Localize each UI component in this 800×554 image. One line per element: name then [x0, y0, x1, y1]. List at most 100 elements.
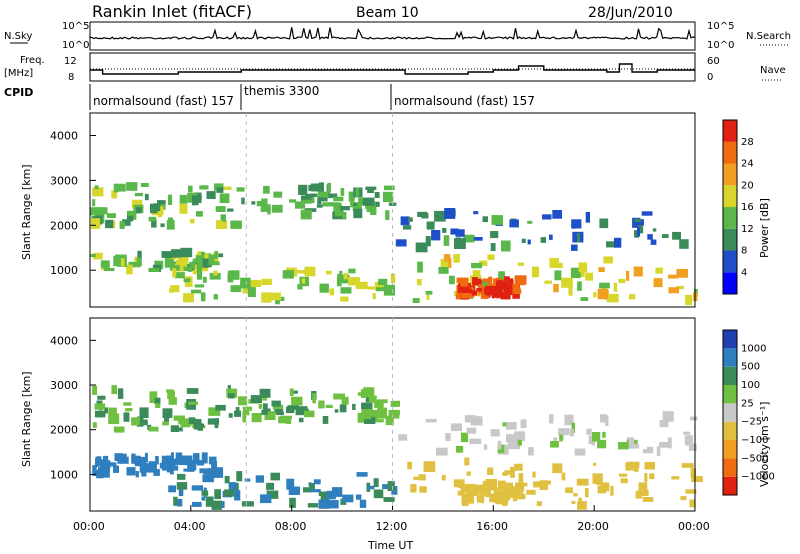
heatmap-cell [261, 292, 272, 303]
heatmap-cell [114, 186, 119, 193]
heatmap-cell [213, 467, 224, 478]
heatmap-cell [177, 473, 186, 480]
heatmap-cell [515, 283, 519, 295]
heatmap-cell [135, 207, 142, 214]
heatmap-cell [471, 262, 483, 269]
heatmap-cell [296, 270, 305, 274]
heatmap-cell [481, 496, 485, 504]
heatmap-cell [527, 220, 533, 224]
heatmap-cell [188, 401, 198, 405]
freq-tick-12: 12 [64, 56, 77, 67]
heatmap-cell [372, 293, 376, 300]
velocity-colorbar-tick: 500 [741, 362, 760, 373]
heatmap-cell [202, 258, 209, 268]
heatmap-cell [228, 393, 235, 399]
heatmap-cell [436, 447, 448, 456]
heatmap-cell [92, 199, 96, 207]
heatmap-cell [191, 485, 204, 491]
heatmap-cell [357, 412, 365, 423]
heatmap-cell [228, 482, 237, 491]
heatmap-cell [617, 442, 629, 450]
velocity-ytick-label: 4000 [50, 334, 78, 347]
heatmap-cell [468, 290, 477, 296]
power-ytick-label: 4000 [50, 130, 78, 143]
heatmap-cell [261, 409, 268, 415]
heatmap-cell [327, 182, 331, 193]
heatmap-cell [528, 447, 534, 456]
x-tick-label: 16:00 [476, 520, 508, 533]
heatmap-cell [141, 419, 148, 426]
heatmap-cell [691, 476, 703, 483]
heatmap-cell [144, 193, 149, 201]
heatmap-cell [549, 258, 559, 268]
heatmap-cell [94, 410, 106, 418]
power-ytick-label: 1000 [50, 264, 78, 277]
heatmap-cell [505, 487, 512, 494]
power-colorbar-label: Power [dB] [758, 198, 771, 258]
heatmap-cell [577, 501, 587, 510]
heatmap-cell [190, 289, 202, 294]
heatmap-cell [228, 413, 233, 418]
heatmap-cell [241, 501, 254, 507]
heatmap-cell [441, 474, 446, 481]
heatmap-cell [358, 197, 367, 205]
heatmap-cell [356, 281, 368, 290]
heatmap-cell [597, 288, 609, 300]
heatmap-cell [597, 439, 607, 449]
heatmap-cell [111, 190, 118, 199]
power-colorbar-swatch [723, 185, 737, 208]
heatmap-cell [553, 437, 558, 441]
heatmap-cell [633, 266, 643, 277]
heatmap-cell [459, 482, 463, 486]
heatmap-cell [652, 228, 657, 232]
heatmap-cell [373, 489, 384, 499]
heatmap-cell [219, 220, 223, 229]
date-label: 28/Jun/2010 [588, 5, 673, 21]
heatmap-cell [135, 471, 139, 478]
heatmap-cell [443, 235, 450, 246]
heatmap-cell [342, 494, 354, 503]
heatmap-cell [179, 459, 188, 466]
heatmap-cell [689, 416, 698, 421]
heatmap-cell [514, 463, 523, 471]
heatmap-cell [308, 184, 316, 191]
heatmap-cell [128, 261, 141, 268]
heatmap-cell [500, 292, 511, 300]
heatmap-cell [415, 242, 428, 253]
heatmap-cell [417, 261, 423, 273]
velocity-heatmap [92, 385, 703, 510]
heatmap-cell [307, 503, 319, 508]
heatmap-cell [227, 270, 238, 278]
heatmap-cell [387, 481, 395, 491]
heatmap-cell [196, 211, 203, 217]
heatmap-cell [203, 470, 208, 475]
heatmap-cell [467, 487, 474, 497]
heatmap-cell [464, 457, 470, 466]
heatmap-cell [326, 193, 338, 199]
freq-series [90, 63, 695, 75]
heatmap-cell [168, 397, 177, 405]
heatmap-cell [175, 452, 183, 461]
plot-title: Rankin Inlet (fitACF) [92, 2, 252, 21]
heatmap-cell [476, 488, 481, 493]
heatmap-cell [263, 403, 268, 411]
heatmap-cell [167, 465, 179, 471]
heatmap-cell [600, 482, 610, 492]
heatmap-cell [149, 392, 156, 403]
heatmap-cell [476, 288, 483, 292]
heatmap-cell [425, 290, 433, 295]
heatmap-cell [90, 207, 103, 216]
heatmap-cell [532, 471, 536, 478]
heatmap-cell [463, 234, 475, 243]
heatmap-cell [377, 399, 388, 404]
heatmap-cell [498, 271, 505, 282]
heatmap-cell [564, 418, 569, 423]
power-colorbar-swatch [723, 120, 737, 142]
heatmap-cell [120, 258, 125, 267]
heatmap-cell [333, 196, 344, 202]
heatmap-cell [498, 497, 509, 505]
heatmap-cell [168, 194, 173, 205]
heatmap-cell [211, 500, 222, 510]
heatmap-cell [227, 208, 234, 212]
heatmap-cell [502, 422, 507, 427]
